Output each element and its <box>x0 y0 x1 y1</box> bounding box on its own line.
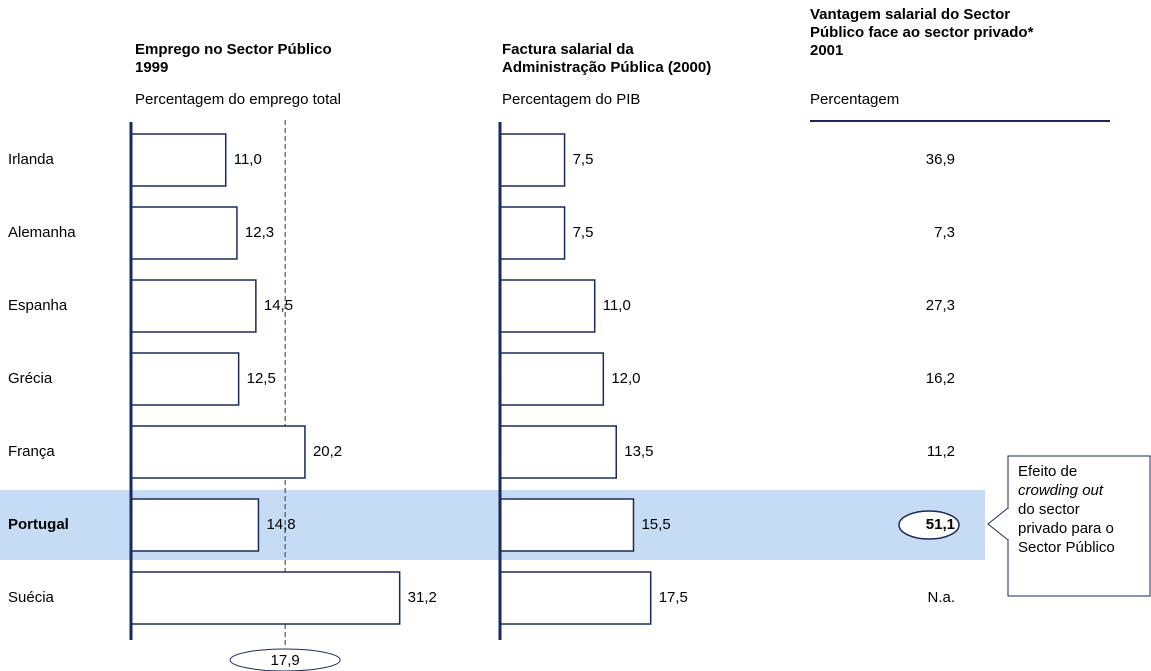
value-label: 12,5 <box>247 370 276 387</box>
bar <box>130 571 401 625</box>
bar <box>130 352 240 406</box>
category-label: Grécia <box>8 370 53 387</box>
category-label: Espanha <box>8 297 68 314</box>
panel-title: Emprego no Sector Público 1999 <box>135 41 332 76</box>
bar <box>499 425 617 479</box>
table-subtitle: Percentagem <box>810 91 899 108</box>
callout-line: privado para o <box>1018 520 1114 537</box>
panel-title: Factura salarial da Administração Pública… <box>502 41 711 76</box>
table-title: Vantagem salarial do Sector Público face … <box>810 6 1034 59</box>
panel-subtitle: Percentagem do PIB <box>502 91 640 108</box>
callout-line: do sector <box>1018 501 1080 518</box>
value-label: 31,2 <box>408 589 437 606</box>
category-label: França <box>8 443 55 460</box>
callout-line: crowding out <box>1018 482 1104 499</box>
table-value: 11,2 <box>927 443 955 460</box>
value-label: 7,5 <box>573 151 594 168</box>
value-label: 13,5 <box>624 443 653 460</box>
bar <box>130 498 260 552</box>
category-label: Irlanda <box>8 151 55 168</box>
value-label: 20,2 <box>313 443 342 460</box>
bar <box>130 279 257 333</box>
bar <box>499 498 635 552</box>
bar <box>130 425 306 479</box>
callout-text: Efeito de crowding out do sector privado pa… <box>1018 463 1115 556</box>
callout-box <box>1007 455 1151 597</box>
table-value: 16,2 <box>926 370 955 387</box>
value-label: 14,8 <box>266 516 295 533</box>
bar <box>499 206 566 260</box>
table-value: 51,1 <box>926 516 955 533</box>
table-value: N.a. <box>927 589 955 606</box>
reference-label: 17,9 <box>271 652 300 669</box>
value-label: 11,0 <box>234 151 262 168</box>
category-label: Alemanha <box>8 224 76 241</box>
value-label: 12,0 <box>611 370 640 387</box>
bar <box>130 133 227 187</box>
value-label: 14,5 <box>264 297 293 314</box>
bar <box>499 571 652 625</box>
value-label: 12,3 <box>245 224 274 241</box>
value-label: 15,5 <box>641 516 670 533</box>
highlight-ellipse <box>898 510 960 540</box>
value-label: 7,5 <box>573 224 594 241</box>
value-label: 11,0 <box>603 297 631 314</box>
table-value: 36,9 <box>926 151 955 168</box>
table-value: 27,3 <box>926 297 955 314</box>
category-label: Suécia <box>8 589 55 606</box>
panel-subtitle: Percentagem do emprego total <box>135 91 341 108</box>
bar <box>499 352 605 406</box>
bar <box>130 206 238 260</box>
callout-line: Efeito de <box>1018 463 1077 480</box>
bar <box>499 279 596 333</box>
category-label: Portugal <box>8 516 69 533</box>
callout-line: Sector Público <box>1018 539 1115 556</box>
bar <box>499 133 566 187</box>
value-label: 17,5 <box>659 589 688 606</box>
table-value: 7,3 <box>934 224 955 241</box>
reference-ellipse <box>229 648 341 671</box>
callout-pointer <box>987 507 1009 541</box>
